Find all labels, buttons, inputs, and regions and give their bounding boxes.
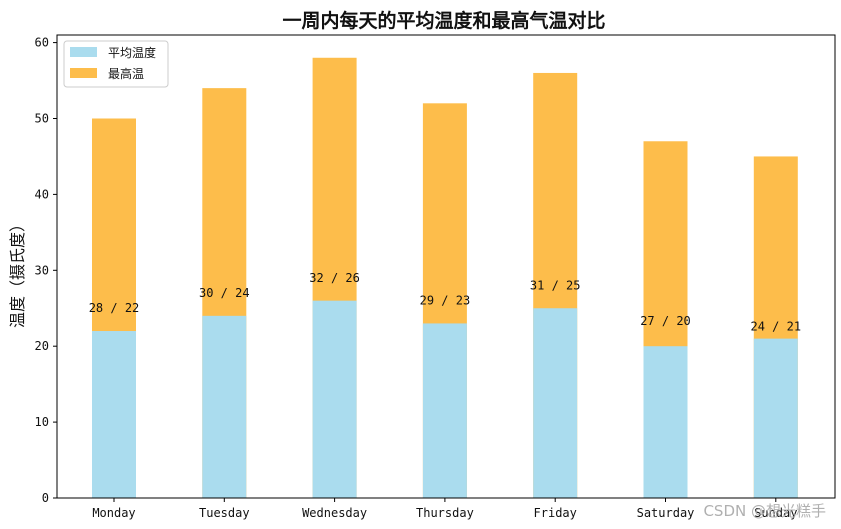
data-label-tuesday: 30 / 24 [199,286,250,300]
bar-avg-sunday [753,338,798,498]
x-tick-label-wednesday: Wednesday [302,506,367,520]
y-tick-label-50: 50 [35,111,49,125]
y-axis-label: 温度（摄氏度） [8,216,27,328]
y-tick-label-20: 20 [35,339,49,353]
x-tick-label-thursday: Thursday [416,506,474,520]
y-tick-label-10: 10 [35,415,49,429]
legend-label-high: 最高温 [108,66,144,81]
data-label-friday: 31 / 25 [530,278,581,292]
legend-label-avg: 平均温度 [108,45,156,60]
avg-temp-bars [92,300,798,498]
y-tick-label-60: 60 [35,36,49,50]
x-tick-label-tuesday: Tuesday [199,506,250,520]
x-axis-ticks: Monday Tuesday Wednesday Thursday Friday Satu… [92,498,797,520]
plot-frame [56,34,836,499]
y-tick-label-30: 30 [35,263,49,277]
bar-avg-monday [92,331,136,498]
data-label-saturday: 27 / 20 [640,314,691,328]
chart-title: 一周内每天的平均温度和最高气温对比 [282,9,605,32]
x-tick-label-friday: Friday [534,506,577,520]
data-label-wednesday: 32 / 26 [309,271,360,285]
bar-avg-saturday [643,346,688,498]
x-tick-label-saturday: Saturday [637,506,695,520]
bar-avg-tuesday [202,315,247,498]
bar-avg-friday [533,308,578,498]
data-label-sunday: 24 / 21 [751,319,802,333]
bar-avg-wednesday [312,300,357,498]
watermark: CSDN @想光糕手 [703,502,826,520]
data-label-thursday: 29 / 23 [420,294,471,308]
data-label-monday: 28 / 22 [89,301,140,315]
y-tick-label-0: 0 [42,491,49,505]
x-tick-label-sunday: Sunday [754,506,797,520]
legend-swatch-avg [70,47,97,57]
legend: 平均温度 最高温 [63,40,169,88]
bar-avg-thursday [422,323,467,498]
legend-swatch-high [70,68,97,78]
data-labels: 28 / 22 30 / 24 32 / 26 29 / 23 31 / 25 27 / … [89,271,801,334]
y-axis-ticks: 0 10 20 30 40 50 60 [35,36,57,505]
x-tick-label-monday: Monday [92,506,135,520]
y-tick-label-40: 40 [35,187,49,201]
